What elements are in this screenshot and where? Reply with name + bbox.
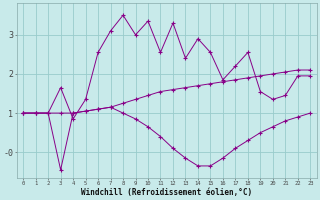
X-axis label: Windchill (Refroidissement éolien,°C): Windchill (Refroidissement éolien,°C) [81, 188, 252, 197]
